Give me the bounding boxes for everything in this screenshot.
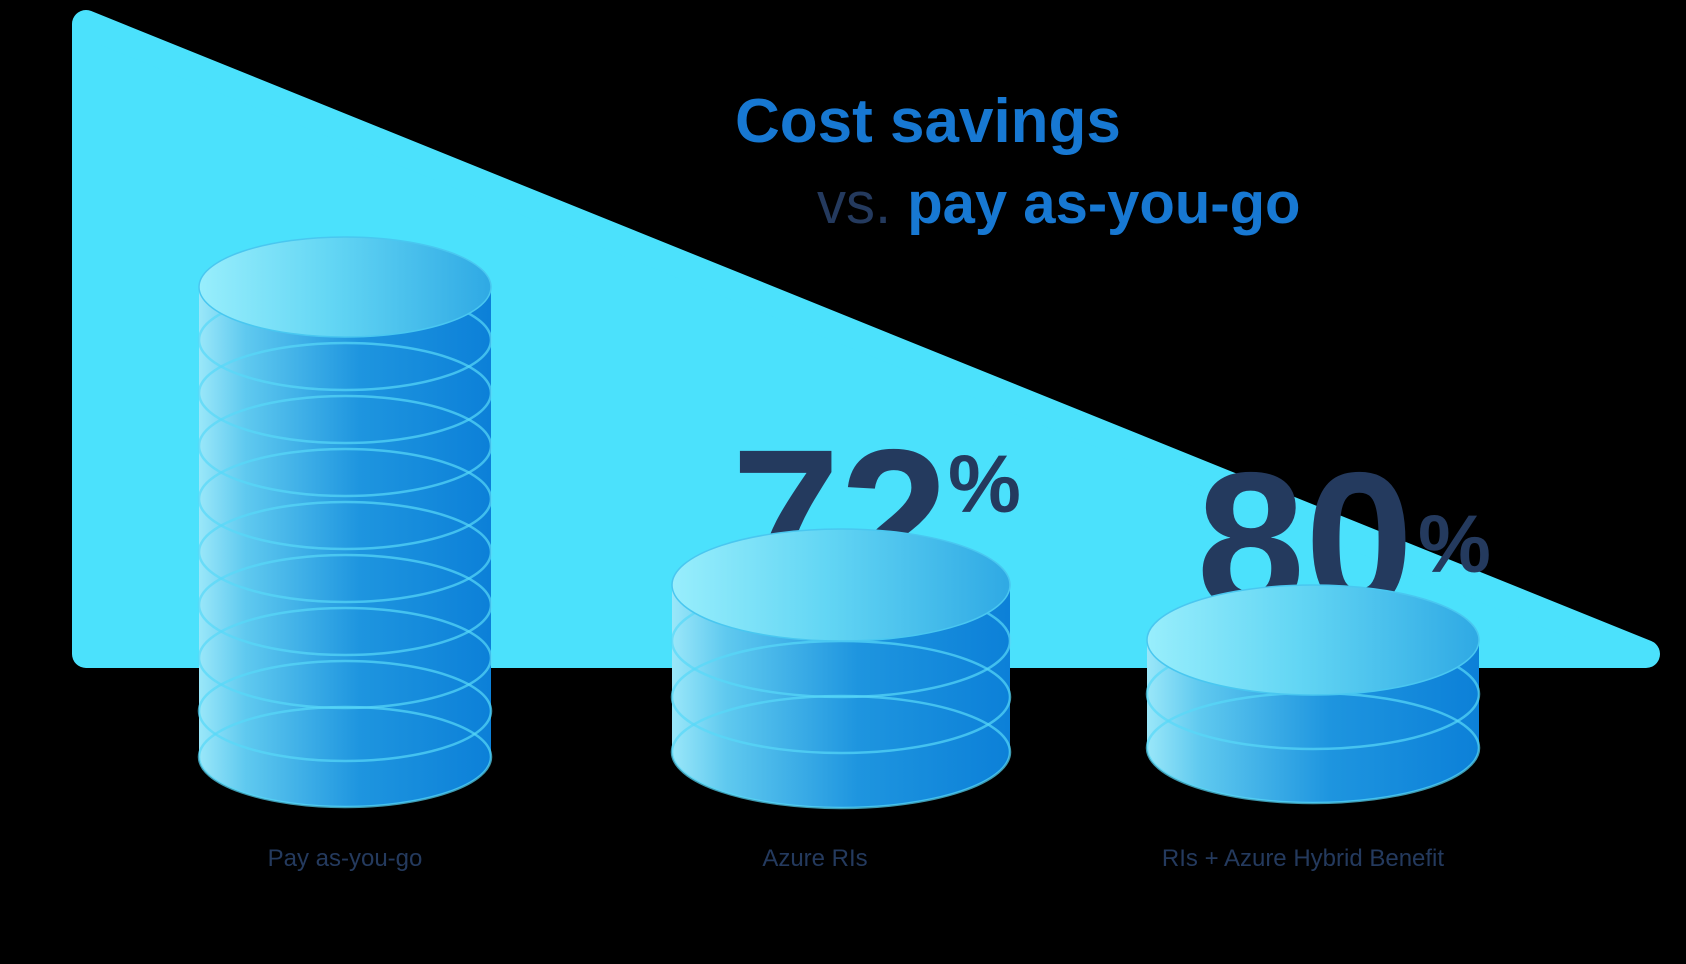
coin-stack-top-rim [671, 528, 1011, 642]
savings-80-percent-sign: % [1418, 499, 1491, 590]
savings-72-percent-sign: % [948, 439, 1021, 530]
coin-stack-azure-ris [670, 528, 1012, 810]
chart-title-line2: vs. pay as-you-go [817, 171, 1300, 238]
coin-divider-lines [197, 288, 493, 809]
chart-title-vs: vs. [817, 171, 892, 237]
category-label-pay-as-you-go: Pay as-you-go [267, 845, 423, 872]
coin-stack-pay-as-you-go [197, 236, 493, 809]
chart-title: Cost savings vs. pay as-you-go [735, 86, 1300, 238]
chart-title-line1: Cost savings [735, 87, 1121, 156]
coin-stack-ris-plus-ahb [1145, 584, 1481, 805]
category-label-azure-ris: Azure RIs [762, 845, 868, 872]
category-label-ris-plus-ahb: RIs + Azure Hybrid Benefit [1161, 845, 1445, 872]
coin-stack-top-rim [198, 236, 492, 338]
coin-stack-top-rim [1146, 584, 1480, 696]
coin-stack-body [199, 287, 491, 807]
chart-title-payg: pay as-you-go [907, 171, 1301, 237]
